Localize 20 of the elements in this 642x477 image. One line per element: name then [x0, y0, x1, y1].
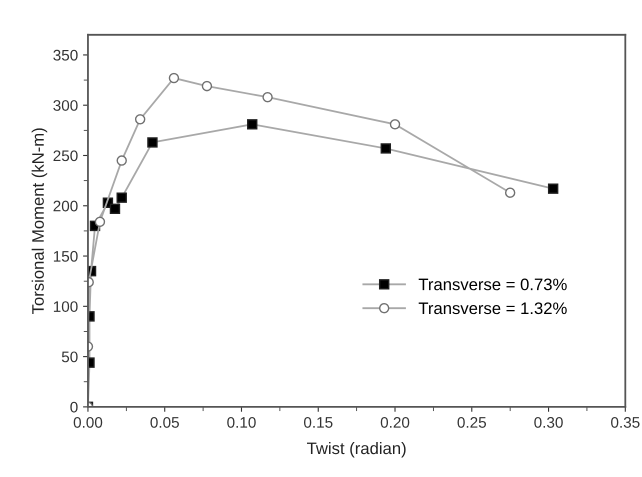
x-tick-label: 0.20 [380, 417, 410, 428]
x-tick-label: 0.00 [74, 417, 102, 428]
x-tick-label: 0.30 [534, 417, 563, 428]
legend-label: Transverse = 1.32% [418, 302, 567, 314]
x-tick-label: 0.25 [458, 417, 486, 428]
y-axis-title: Torsional Moment (kN-m) [32, 128, 48, 314]
y-tick-label: 250 [54, 150, 78, 162]
y-tick-label: 150 [54, 250, 78, 262]
y-tick-label: 0 [70, 402, 78, 413]
x-tick-label: 0.15 [304, 417, 332, 428]
x-tick-label: 0.10 [227, 417, 256, 428]
y-tick-label: 300 [53, 100, 78, 111]
y-tick-label: 100 [54, 301, 78, 312]
y-tick-label: 200 [54, 200, 78, 212]
y-tick-label: 350 [53, 50, 78, 61]
x-axis-title: Twist (radian) [306, 442, 406, 458]
x-tick-label: 0.35 [611, 417, 640, 428]
legend-label: Transverse = 0.73% [418, 278, 567, 290]
x-tick-label: 0.05 [150, 417, 179, 428]
y-tick-label: 50 [62, 351, 78, 362]
